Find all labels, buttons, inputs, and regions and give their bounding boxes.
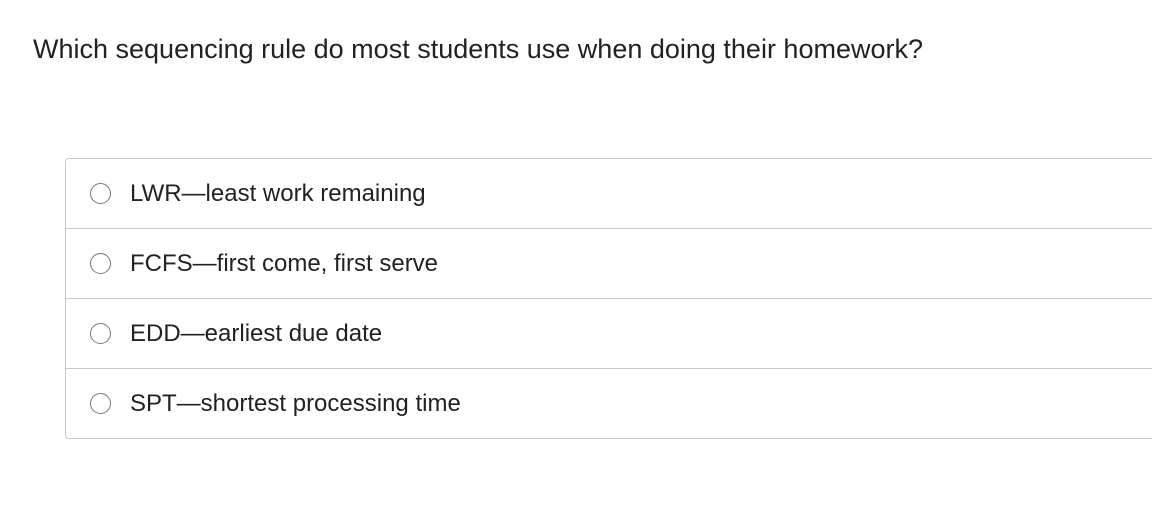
option-lwr[interactable]: LWR—least work remaining xyxy=(66,159,1152,228)
option-fcfs[interactable]: FCFS—first come, first serve xyxy=(66,228,1152,298)
radio-button-icon[interactable] xyxy=(90,253,111,274)
radio-button-icon[interactable] xyxy=(90,323,111,344)
answer-options: LWR—least work remaining FCFS—first come… xyxy=(65,158,1152,439)
option-spt[interactable]: SPT—shortest processing time xyxy=(66,368,1152,438)
option-edd[interactable]: EDD—earliest due date xyxy=(66,298,1152,368)
question-text: Which sequencing rule do most students u… xyxy=(33,34,923,64)
option-label: SPT—shortest processing time xyxy=(130,389,461,417)
radio-button-icon[interactable] xyxy=(90,183,111,204)
option-label: EDD—earliest due date xyxy=(130,319,383,347)
option-label: FCFS—first come, first serve xyxy=(130,249,439,277)
option-label: LWR—least work remaining xyxy=(130,179,426,207)
radio-button-icon[interactable] xyxy=(90,393,111,414)
